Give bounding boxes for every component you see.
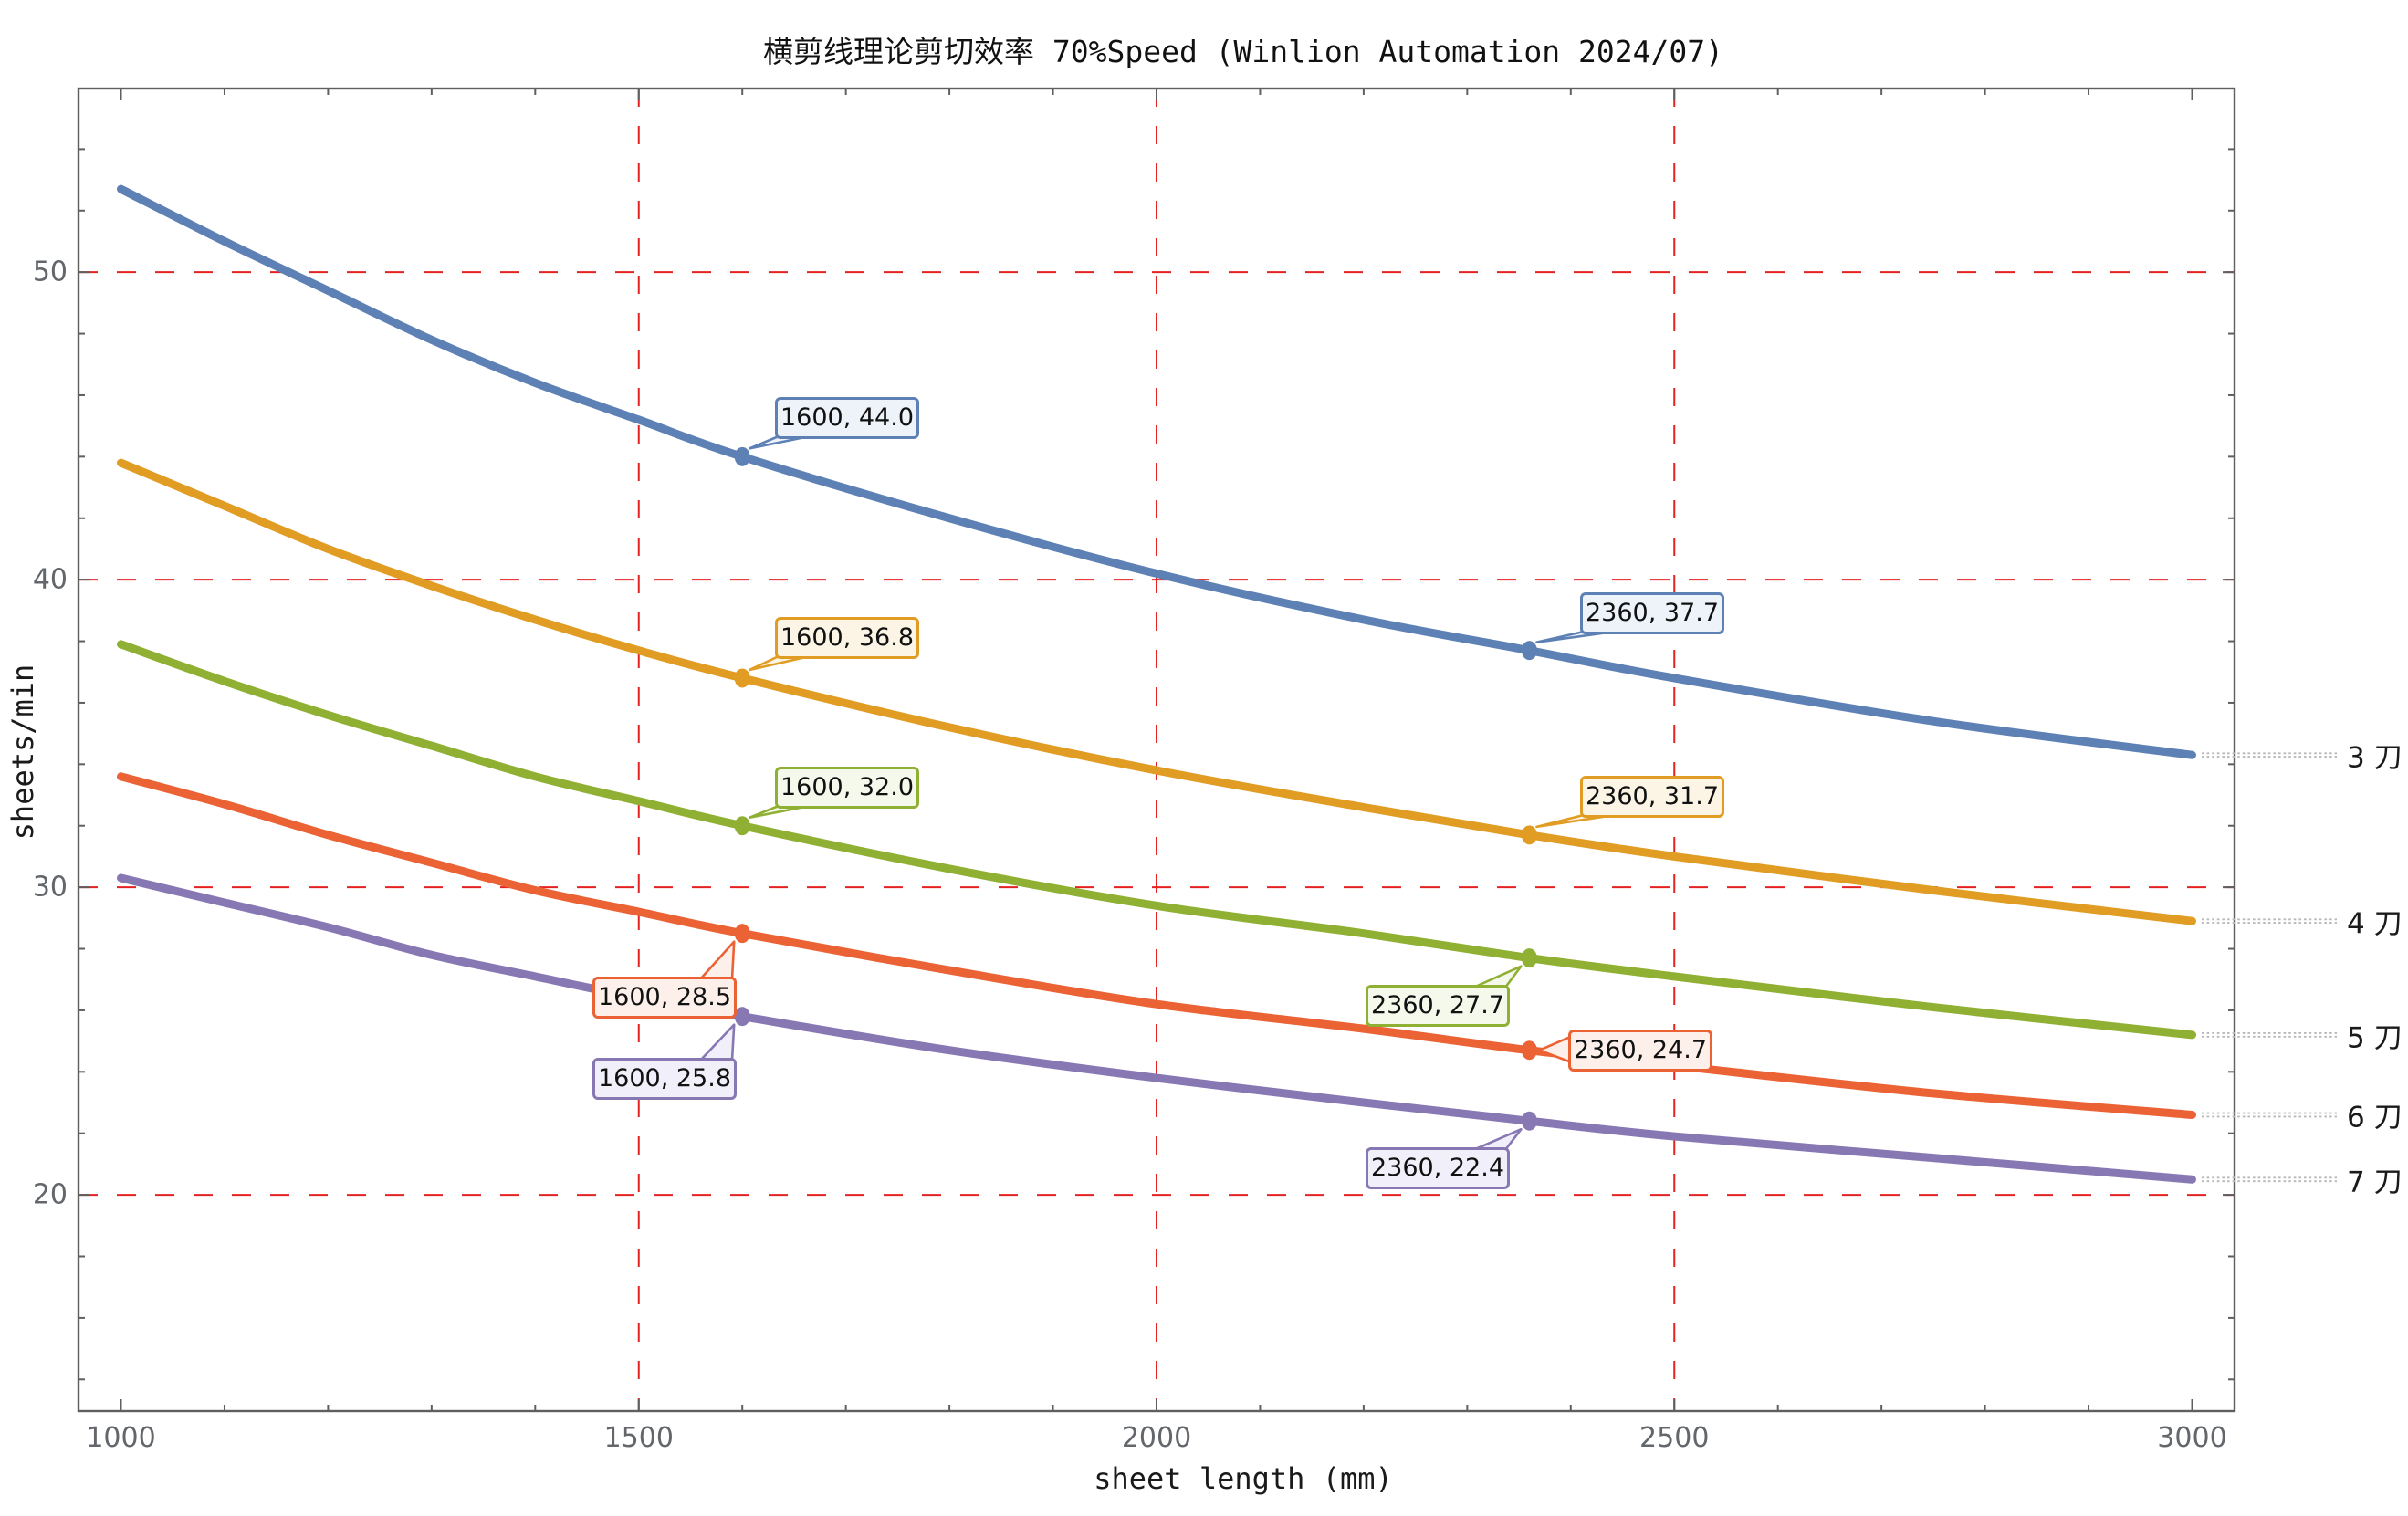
data-point-marker-7-1	[1521, 1111, 1537, 1131]
curve-series-4-knives	[117, 458, 2196, 925]
callout-label-7-0: 1600, 25.8	[592, 1058, 737, 1100]
data-point-marker-7-0	[734, 1007, 750, 1027]
callout-tail-7-0	[698, 1023, 736, 1062]
callout-label-4-0: 1600, 36.8	[775, 617, 919, 659]
series-label-3-knives: 3 刀	[2347, 741, 2403, 775]
callout-label-3-1: 2360, 37.7	[1580, 592, 1724, 634]
y-tick-label-30: 30	[32, 871, 68, 904]
y-tick-label-20: 20	[32, 1178, 68, 1211]
x-tick-label-3000: 3000	[2157, 1422, 2227, 1454]
y-tick-label-50: 50	[32, 256, 68, 288]
x-tick-label-1000: 1000	[86, 1422, 156, 1454]
y-tick-label-40: 40	[32, 563, 68, 596]
x-tick-label-2500: 2500	[1639, 1422, 1710, 1454]
callout-tail-6-1	[1538, 1035, 1573, 1064]
curve-series-7-knives	[117, 873, 2196, 1184]
curve-series-3-knives	[117, 184, 2196, 759]
callout-label-6-1: 2360, 24.7	[1568, 1030, 1712, 1072]
callout-label-5-1: 2360, 27.7	[1366, 985, 1510, 1027]
data-point-marker-3-1	[1521, 641, 1537, 661]
callout-label-6-0: 1600, 28.5	[592, 977, 737, 1019]
data-point-marker-3-0	[734, 446, 750, 466]
callout-tail-6-0	[698, 940, 736, 981]
series-label-6-knives: 6 刀	[2347, 1101, 2403, 1134]
data-point-marker-4-0	[734, 668, 750, 688]
data-point-marker-5-1	[1521, 948, 1537, 968]
callout-label-3-0: 1600, 44.0	[775, 397, 919, 439]
x-tick-label-1500: 1500	[603, 1422, 674, 1454]
x-axis-title: sheet length (mm)	[1094, 1461, 1393, 1496]
curve-series-5-knives	[117, 640, 2196, 1040]
data-point-marker-4-1	[1521, 825, 1537, 845]
data-point-marker-6-0	[734, 924, 750, 944]
chart-title: 横剪线理论剪切效率 70%Speed (Winlion Automation 2…	[763, 34, 1723, 69]
curve-series-6-knives	[117, 772, 2196, 1119]
x-tick-label-2000: 2000	[1121, 1422, 1192, 1454]
data-point-marker-5-0	[734, 816, 750, 836]
series-label-7-knives: 7 刀	[2347, 1166, 2403, 1199]
data-point-marker-6-1	[1521, 1040, 1537, 1061]
callout-label-4-1: 2360, 31.7	[1580, 776, 1724, 818]
callout-label-7-1: 2360, 22.4	[1366, 1147, 1510, 1189]
series-label-4-knives: 4 刀	[2347, 907, 2403, 941]
series-label-5-knives: 5 刀	[2347, 1021, 2403, 1055]
callout-label-5-0: 1600, 32.0	[775, 767, 919, 809]
